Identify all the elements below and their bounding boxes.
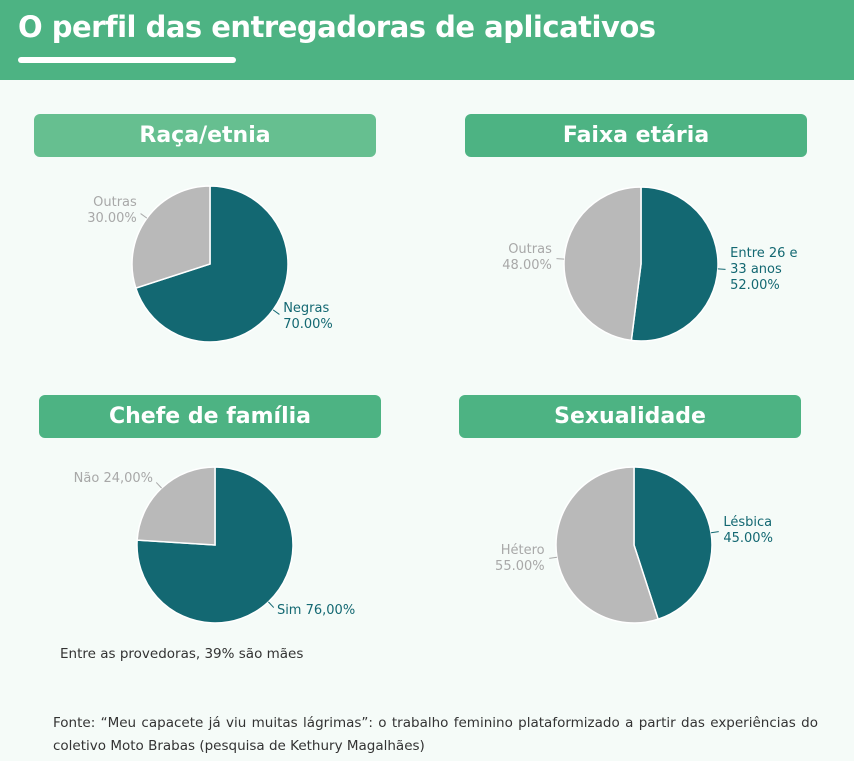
slice-category: Negras bbox=[283, 301, 330, 317]
page-title: O perfil das entregadoras de aplicativos bbox=[18, 10, 656, 44]
pie-slice bbox=[555, 466, 660, 624]
pie-slice bbox=[563, 186, 642, 342]
slice-value: 70.00% bbox=[283, 317, 333, 333]
slice-label: Sim 76,00% bbox=[277, 603, 355, 619]
slice-label: Hétero 55.00% bbox=[495, 543, 545, 575]
slice-value: 30.00% bbox=[87, 210, 137, 226]
slice-category: Lésbica bbox=[723, 514, 773, 530]
header: O perfil das entregadoras de aplicativos bbox=[0, 0, 854, 80]
slice-label: Outras 30.00% bbox=[87, 195, 137, 227]
note: Entre as provedoras, 39% são mães bbox=[60, 646, 304, 662]
pie-slice bbox=[131, 185, 211, 290]
slice-label: Não 24,00% bbox=[74, 471, 153, 487]
slice-value: 76,00% bbox=[305, 602, 356, 618]
title-underline bbox=[18, 57, 236, 63]
leader-line bbox=[155, 482, 162, 489]
leader-line bbox=[140, 213, 148, 219]
slice-category: Sim bbox=[276, 602, 302, 618]
slice-category: Outras bbox=[93, 194, 137, 210]
leader-line bbox=[549, 556, 558, 559]
slice-value: 52.00% bbox=[730, 277, 780, 293]
slice-category: Não bbox=[73, 471, 100, 487]
slice-label: Entre 26 e 33 anos 52.00% bbox=[730, 246, 798, 294]
source: Fonte: “Meu capacete já viu muitas lágri… bbox=[53, 715, 818, 754]
leader-line bbox=[268, 601, 275, 608]
slice-label: Outras 48.00% bbox=[502, 242, 552, 274]
slice-category: Entre 26 e 33 anos bbox=[730, 245, 798, 277]
slice-value: 24,00% bbox=[103, 471, 154, 487]
slice-category: Hétero bbox=[500, 543, 545, 559]
pie-slice bbox=[633, 466, 713, 621]
slice-label: Lésbica 45.00% bbox=[723, 515, 773, 547]
panel-title: Raça/etnia bbox=[34, 114, 376, 157]
slice-value: 45.00% bbox=[723, 530, 773, 546]
leader-line bbox=[272, 309, 280, 315]
slice-category: Outras bbox=[508, 242, 552, 258]
panel-title: Chefe de família bbox=[39, 395, 381, 438]
slice-label: Negras 70.00% bbox=[283, 301, 333, 333]
pie-slice bbox=[630, 186, 719, 342]
leader-line bbox=[710, 531, 719, 534]
panel-title: Faixa etária bbox=[465, 114, 807, 157]
pie-slice bbox=[136, 466, 216, 546]
pie-slice bbox=[134, 185, 289, 343]
slice-value: 55.00% bbox=[495, 559, 545, 575]
panel-title: Sexualidade bbox=[459, 395, 801, 438]
slice-value: 48.00% bbox=[502, 258, 552, 274]
